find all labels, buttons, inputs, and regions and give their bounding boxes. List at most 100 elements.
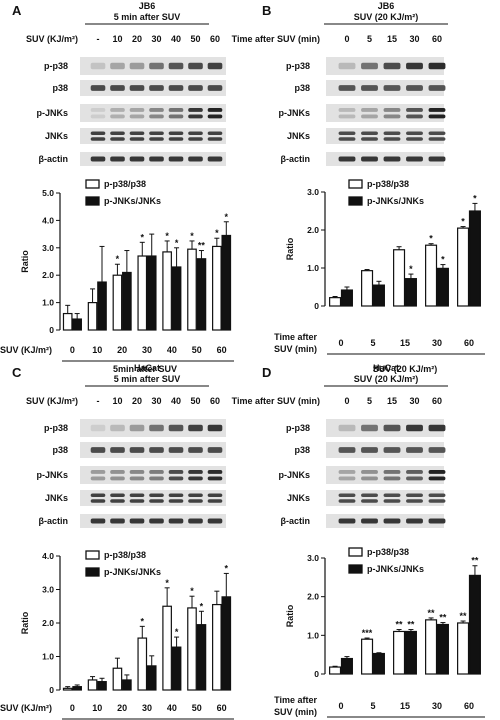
x-category-label: 0: [70, 703, 75, 713]
blot-membrane: [326, 466, 444, 484]
x-category-label: 40: [167, 345, 177, 355]
bar: [436, 623, 449, 675]
x-row-label: SUV (KJ/m²): [0, 345, 52, 355]
x-group-label: 5min after SUV: [113, 364, 177, 374]
blot-band: [90, 469, 106, 474]
blot-band: [110, 62, 125, 70]
blot-band: [168, 156, 184, 162]
blot-membrane: [80, 128, 226, 144]
bar: [87, 302, 98, 331]
blot-label: p-p38: [44, 423, 68, 433]
x-category-label: 5: [370, 338, 375, 348]
blot-band: [428, 85, 446, 91]
lane-label: 10: [112, 396, 122, 406]
lane-label: 60: [210, 34, 220, 44]
legend-swatch: [85, 196, 100, 206]
y-tick-label: 0: [314, 301, 319, 311]
legend-swatch: [348, 547, 363, 557]
blot-band: [90, 114, 106, 119]
blot-title-cell-line: JB6: [139, 1, 156, 11]
blot-band: [168, 114, 184, 119]
bar: [212, 245, 222, 331]
blot-title-condition: 5 min after SUV: [114, 374, 181, 384]
blot-band: [110, 131, 125, 136]
blot-band: [338, 447, 356, 453]
y-tick-label: 3.0: [307, 553, 319, 563]
lane-header-label: SUV (KJ/m²): [26, 396, 78, 406]
y-axis-label: Ratio: [285, 604, 295, 627]
blot-band: [90, 476, 106, 481]
bar: [137, 637, 148, 691]
bar: [468, 574, 481, 675]
blot-band: [428, 447, 446, 453]
blot-band: [338, 518, 356, 524]
x-row-label: SUV (KJ/m²): [0, 703, 52, 713]
x-row-label: Time after: [274, 695, 317, 705]
bar: [196, 624, 207, 691]
blot-label: p38: [294, 83, 310, 93]
blot-membrane: [80, 466, 226, 484]
bar: [436, 267, 449, 307]
blot-band: [110, 156, 125, 162]
lane-label: 60: [432, 34, 442, 44]
x-category-label: 5: [370, 701, 375, 711]
lane-label: 5: [367, 396, 372, 406]
blot-band: [149, 476, 164, 481]
legend-entry: p-p38/p38: [367, 179, 409, 189]
x-category-label: 10: [92, 703, 102, 713]
blot-band: [406, 424, 423, 432]
y-tick-label: 1.0: [307, 263, 319, 273]
significance-marker: *: [141, 616, 145, 626]
blot-label: p-JNKs: [278, 108, 310, 118]
blot-label: p-p38: [286, 423, 310, 433]
blot-label: JNKs: [45, 131, 68, 141]
x-category-label: 30: [142, 703, 152, 713]
blot-band: [149, 518, 164, 524]
x-category-label: 40: [167, 703, 177, 713]
y-tick-label: 0: [314, 669, 319, 679]
y-tick-label: 2.0: [42, 618, 54, 628]
y-tick-label: 0: [49, 685, 54, 695]
blot-label: β-actin: [281, 154, 311, 164]
blot-band: [406, 476, 423, 481]
blot-band: [90, 85, 106, 91]
y-tick-label: 3.0: [42, 585, 54, 595]
blot-band: [406, 447, 423, 453]
blot-band: [406, 518, 423, 524]
blot-band: [428, 493, 446, 498]
blot-label: JNKs: [287, 493, 310, 503]
blot-band: [207, 131, 223, 136]
significance-marker: *: [441, 255, 445, 265]
significance-marker: **: [471, 556, 479, 566]
blot-band: [361, 499, 378, 503]
blot-band: [428, 499, 446, 503]
significance-marker: *: [225, 212, 229, 222]
bar: [221, 596, 232, 691]
lane-label: 30: [151, 396, 161, 406]
x-category-label: 0: [338, 338, 343, 348]
significance-marker: *: [215, 228, 219, 238]
blot-label: β-actin: [39, 154, 69, 164]
blot-band: [90, 131, 106, 136]
x-row-label: Time after: [274, 332, 317, 342]
blot-band: [129, 447, 145, 453]
blot-band: [129, 499, 145, 503]
blot-band: [428, 476, 446, 481]
blot-membrane: [80, 104, 226, 122]
x-category-label: 0: [338, 701, 343, 711]
blot-band: [361, 156, 378, 162]
blot-band: [361, 107, 378, 112]
blot-band: [428, 62, 446, 70]
lane-label: 30: [151, 34, 161, 44]
blot-title-cell-line: JB6: [378, 1, 395, 11]
lane-label: 30: [409, 34, 419, 44]
blot-label: p38: [294, 445, 310, 455]
blot-band: [129, 476, 145, 481]
blot-band: [406, 493, 423, 498]
bar: [171, 266, 182, 331]
blot-band: [188, 85, 203, 91]
blot-label: JNKs: [287, 131, 310, 141]
lane-header-label: SUV (KJ/m²): [26, 34, 78, 44]
